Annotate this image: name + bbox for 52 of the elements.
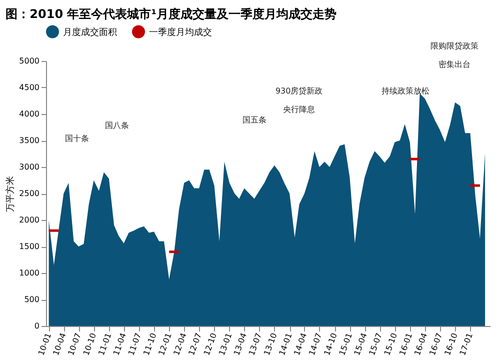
y-tick-label: 4000: [19, 110, 40, 118]
x-tick-label: 15-01: [338, 332, 354, 357]
x-tick-label: 12-10: [202, 332, 219, 357]
y-tick-label: 5000: [19, 56, 40, 66]
x-tick-label: 11-07: [126, 332, 144, 357]
x-tick-label: 16-07: [428, 332, 444, 357]
x-tick-label: 16-04: [412, 332, 430, 357]
x-tick-label: 13-10: [262, 332, 279, 357]
x-tick-label: 15-04: [352, 332, 369, 357]
x-tick-label: 10-01: [36, 332, 54, 357]
x-tick-label: 14-01: [277, 332, 294, 357]
x-tick-label: 11-10: [142, 332, 158, 357]
x-tick-label: 15-10: [382, 332, 399, 357]
x-tick-label: 13-07: [247, 332, 264, 357]
legend-label: 一季度月均成交: [149, 26, 212, 38]
x-tick-label: 14-07: [307, 332, 324, 357]
x-tick-label: 10-10: [82, 332, 98, 357]
x-tick-label: 10-07: [66, 332, 83, 357]
x-tick-label: 12-04: [172, 332, 188, 357]
legend-label: 月度成交面积: [63, 26, 117, 38]
y-tick-label: 3000: [19, 162, 40, 172]
annotation: 密集出台: [438, 60, 470, 69]
x-tick-label: 15-07: [367, 332, 384, 357]
x-tick-label: 12-07: [186, 332, 204, 357]
x-tick-label: 17-01: [458, 332, 474, 357]
y-tick-label: 0: [34, 322, 40, 330]
y-tick-label: 500: [24, 295, 40, 304]
x-tick-label: 11-04: [112, 332, 128, 357]
y-tick-label: 2500: [19, 189, 40, 198]
annotation: 国十条: [65, 134, 90, 144]
annotation: 国八条: [105, 120, 130, 130]
x-tick-label: 14-10: [322, 332, 339, 357]
annotation: 央行降息: [283, 105, 316, 114]
x-tick-label: 13-04: [232, 332, 249, 357]
x-tick-label: 13-01: [217, 332, 234, 357]
x-tick-label: 11-01: [96, 332, 114, 357]
annotation: 持续政策放松: [382, 86, 430, 96]
annotation: 国五条: [242, 116, 267, 125]
x-tick-label: 16-01: [398, 332, 414, 357]
x-tick-label: 16-10: [442, 332, 460, 357]
y-axis-title: 万平方米: [5, 176, 16, 212]
x-tick-label: 10-04: [51, 332, 68, 357]
y-tick-label: 1500: [19, 242, 40, 251]
text: 限购限贷政策: [430, 41, 478, 50]
chart-title: 图：2010 年至今代表城市¹月度成交量及一季度月均成交走势: [6, 7, 336, 21]
y-tick-label: 3500: [19, 136, 40, 145]
annotation: 930房贷新政: [275, 86, 323, 96]
y-tick-label: 4500: [19, 83, 40, 92]
y-tick-label: 1000: [19, 268, 40, 278]
x-tick-label: 14-04: [292, 332, 309, 357]
x-tick-label: 12-01: [156, 332, 174, 357]
y-tick-label: 2000: [19, 216, 40, 224]
